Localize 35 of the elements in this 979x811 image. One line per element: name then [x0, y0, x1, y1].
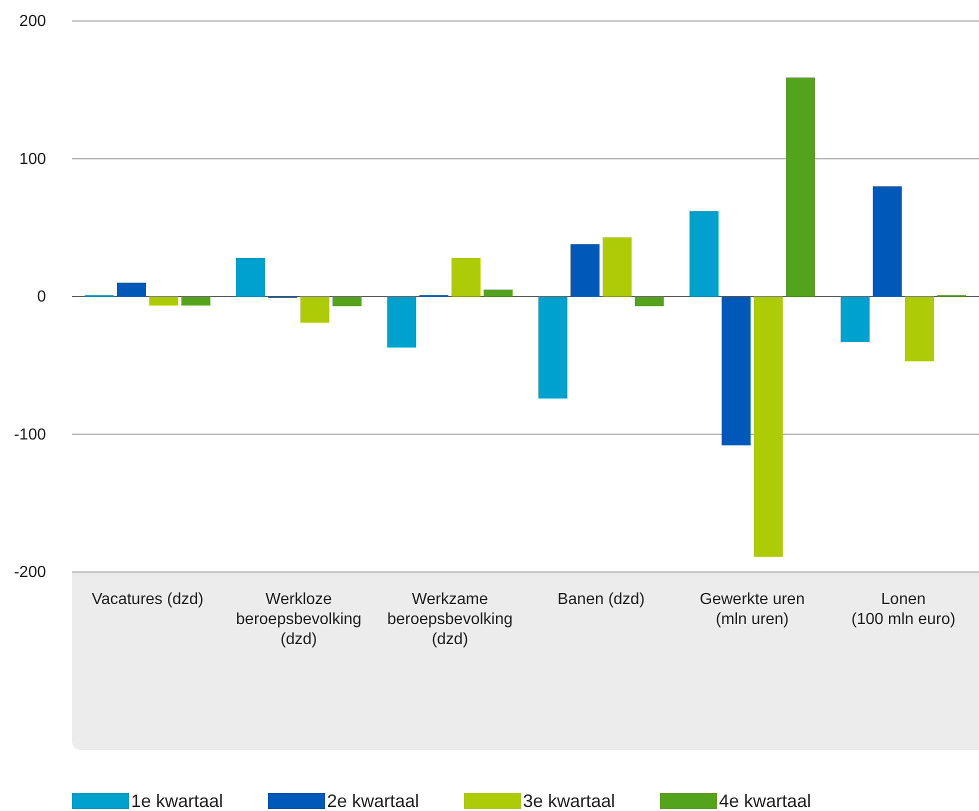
y-tick-label: 200: [19, 13, 46, 30]
bar: [690, 211, 718, 296]
bar: [905, 296, 934, 362]
y-tick-label: 100: [19, 150, 46, 168]
bar: [236, 258, 265, 296]
bar: [332, 296, 362, 306]
legend-label: 1e kwartaal: [131, 791, 224, 811]
bar: [117, 282, 146, 296]
bar: [484, 290, 513, 296]
y-tick-label: -200: [14, 564, 46, 582]
bar: [387, 296, 416, 348]
bar: [602, 237, 632, 296]
bar: [300, 296, 330, 323]
bar: [872, 186, 902, 296]
x-tick-label: Werkloze beroepsbevolking (dzd): [236, 591, 362, 648]
bar: [181, 296, 210, 306]
bar: [570, 244, 600, 296]
bar: [722, 296, 751, 446]
bar: [634, 296, 664, 306]
bar: [149, 296, 178, 306]
bar: [538, 296, 568, 398]
x-tick-label: Vacatures (dzd): [92, 591, 204, 608]
x-tick-label: Gewerkte uren (mln uren): [700, 591, 805, 628]
legend-label: 4e kwartaal: [719, 791, 812, 811]
bar: [840, 296, 870, 342]
y-tick-label: -100: [14, 426, 46, 444]
bar: [754, 296, 783, 557]
bar: [786, 77, 815, 296]
bar: [452, 258, 480, 296]
x-tick-label: Lonen (100 mln euro): [851, 591, 956, 628]
x-tick-label: Werkzame beroepsbevolking (dzd): [387, 591, 513, 648]
x-tick-label: Banen (dzd): [557, 591, 645, 608]
legend-label: 2e kwartaal: [327, 791, 420, 811]
legend-label: 3e kwartaal: [523, 791, 616, 811]
y-tick-label: 0: [37, 288, 46, 306]
